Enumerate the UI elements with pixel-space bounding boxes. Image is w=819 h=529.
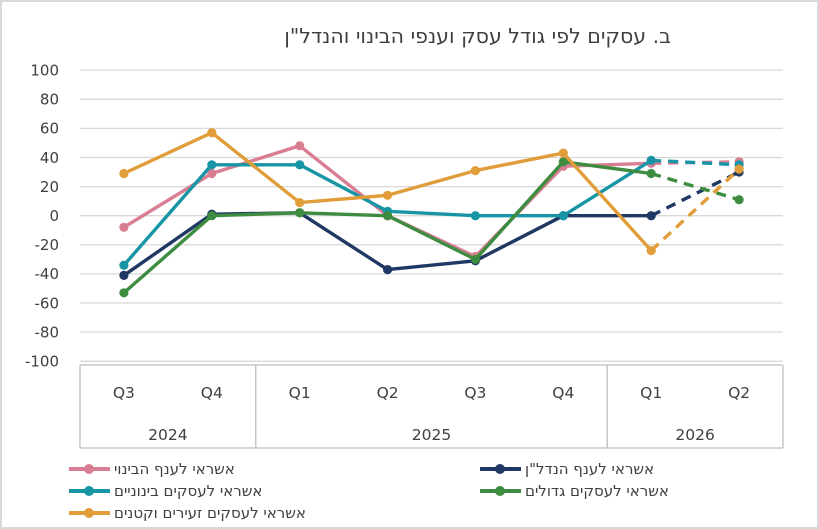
legend-label: אשראי לעסקים זעירים וקטנים xyxy=(114,504,306,522)
data-point-marker xyxy=(207,168,217,179)
data-point-marker xyxy=(207,211,217,221)
data-point-marker xyxy=(646,246,656,256)
legend-item: אשראי לעסקים גדולים xyxy=(480,480,669,502)
data-point-marker xyxy=(558,157,568,167)
data-point-marker xyxy=(295,208,305,218)
y-tick-label: 60 xyxy=(40,120,59,138)
legend-label: אשראי לענף הנדל"ן xyxy=(525,460,655,478)
legend-line-marker-icon xyxy=(480,464,521,474)
data-point-marker xyxy=(470,211,480,221)
y-tick-label: 100 xyxy=(30,61,59,79)
y-tick-label: -20 xyxy=(35,236,60,254)
legend-column-left: אשראי לענף הבינוי אשראי לעסקים בינוניים אש… xyxy=(69,458,306,524)
data-point-marker xyxy=(119,270,129,280)
x-tick-label: Q2 xyxy=(728,384,750,402)
data-point-marker xyxy=(646,211,656,221)
data-point-marker xyxy=(383,190,393,200)
data-point-marker xyxy=(119,260,129,270)
legend-label: אשראי לענף הבינוי xyxy=(114,460,235,478)
data-point-marker xyxy=(207,128,217,138)
y-axis-labels: 100 80 60 40 20 0 -20 -40 -60 -80 -100 xyxy=(25,61,59,370)
data-point-marker xyxy=(119,288,129,298)
series-forecast-line xyxy=(651,158,740,167)
data-point-marker xyxy=(558,148,568,158)
series-forecast-line xyxy=(651,160,740,165)
legend-item: אשראי לענף הבינוי xyxy=(69,458,306,480)
data-point-marker xyxy=(207,160,217,170)
legend-line-marker-icon xyxy=(480,486,521,496)
x-tick-label: Q3 xyxy=(464,384,486,402)
y-tick-label: -80 xyxy=(35,323,60,341)
y-tick-label: -100 xyxy=(25,353,59,371)
data-point-marker xyxy=(646,168,656,179)
data-point-marker xyxy=(558,211,568,221)
x-tick-label: Q4 xyxy=(552,384,574,402)
data-point-marker xyxy=(295,141,305,151)
data-point-marker xyxy=(295,160,305,170)
data-point-marker xyxy=(734,195,744,205)
legend-item: אשראי לענף הנדל"ן xyxy=(480,458,669,480)
legend-label: אשראי לעסקים גדולים xyxy=(525,482,669,500)
series-forecast-line xyxy=(650,171,740,202)
data-point-marker xyxy=(470,166,480,176)
data-point-marker xyxy=(734,164,744,174)
legend-label: אשראי לעסקים בינוניים xyxy=(114,482,263,500)
legend-line-marker-icon xyxy=(69,508,110,518)
year-label: 2026 xyxy=(675,426,714,444)
year-label: 2024 xyxy=(148,426,187,444)
y-tick-label: 40 xyxy=(40,149,59,167)
x-tick-label: Q4 xyxy=(201,384,223,402)
gridlines xyxy=(80,69,783,362)
legend-column-right: אשראי לענף הנדל"ן אשראי לעסקים גדולים xyxy=(480,458,669,502)
series-forecast-line xyxy=(650,167,741,252)
data-point-marker xyxy=(646,155,656,165)
legend-item: אשראי לעסקים בינוניים xyxy=(69,480,306,502)
data-point-marker xyxy=(295,198,305,208)
data-point-marker xyxy=(119,222,129,232)
data-point-marker xyxy=(383,265,393,275)
chart-title: ב. עסקים לפי גודל עסק וענפי הבינוי והנדל… xyxy=(284,24,671,48)
x-tick-label: Q2 xyxy=(377,384,399,402)
legend-line-marker-icon xyxy=(69,486,110,496)
y-tick-label: 0 xyxy=(49,207,59,225)
data-point-marker xyxy=(383,211,393,221)
x-tick-label: Q1 xyxy=(289,384,311,402)
series-4 xyxy=(119,128,744,256)
y-tick-label: 80 xyxy=(40,91,59,109)
data-point-marker xyxy=(470,254,480,264)
year-label: 2025 xyxy=(412,426,451,444)
y-tick-label: -60 xyxy=(35,294,60,312)
data-point-marker xyxy=(119,168,129,179)
y-tick-label: -40 xyxy=(35,265,60,283)
legend-line-marker-icon xyxy=(69,464,110,474)
x-tick-label: Q1 xyxy=(640,384,662,402)
x-tick-label: Q3 xyxy=(113,384,135,402)
y-tick-label: 20 xyxy=(40,178,59,196)
x-axis-band: Q3 Q4 Q1 Q2 Q3 Q4 Q1 Q2 2024 2025 2026 xyxy=(79,364,784,449)
legend-item: אשראי לעסקים זעירים וקטנים xyxy=(69,502,306,524)
series-3 xyxy=(119,157,744,298)
